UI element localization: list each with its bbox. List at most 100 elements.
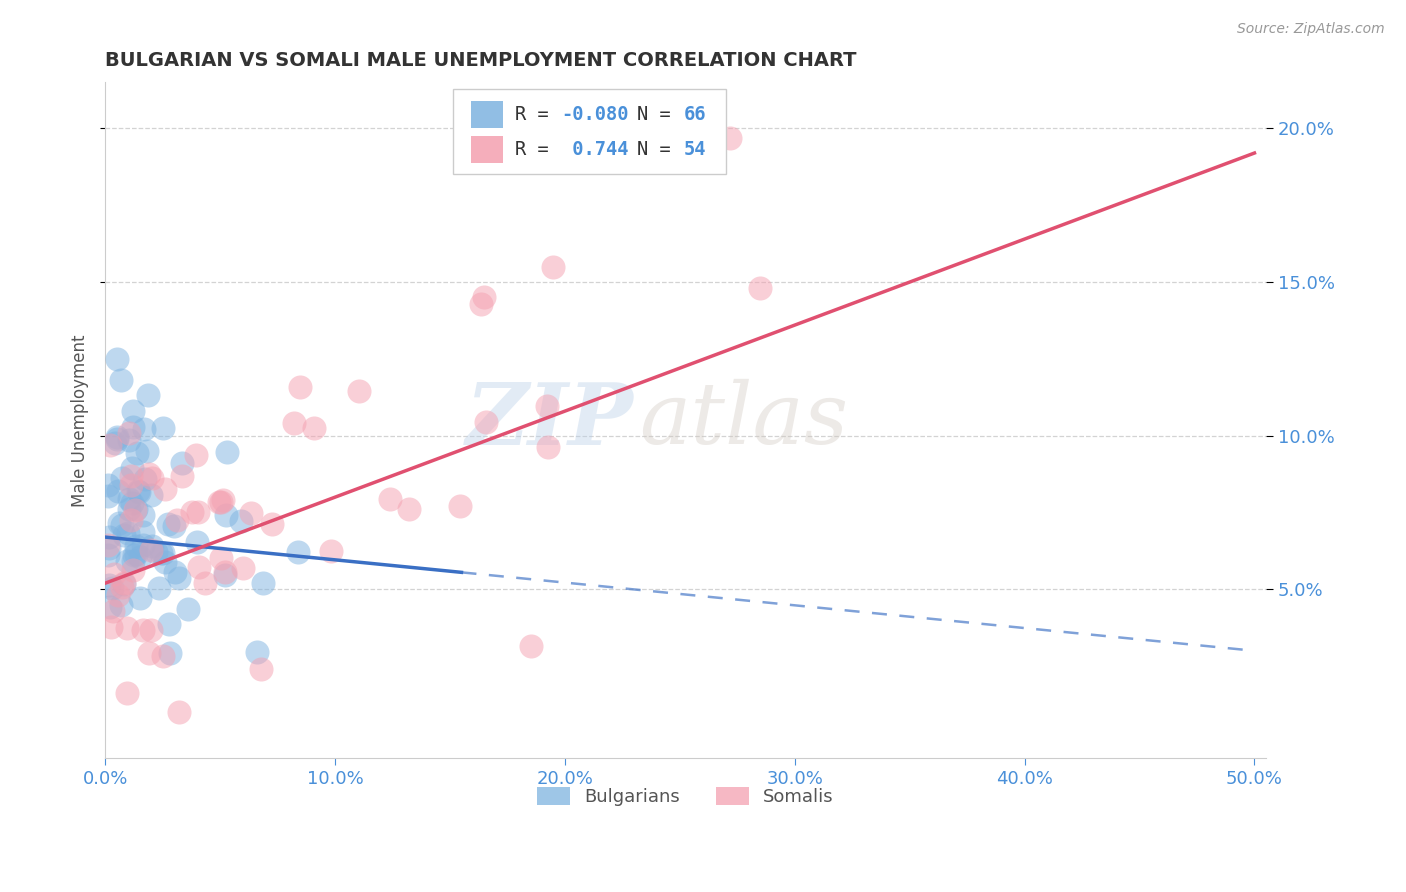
Legend: Bulgarians, Somalis: Bulgarians, Somalis (530, 780, 841, 814)
Text: ZIP: ZIP (465, 378, 633, 462)
Point (520, 639, 543, 653)
Point (162, 519, 184, 533)
Point (186, 448, 208, 462)
Point (112, 577, 135, 591)
Point (115, 621, 138, 635)
Point (156, 517, 179, 532)
Point (124, 503, 146, 517)
Point (127, 484, 149, 499)
Point (474, 415, 496, 429)
Point (186, 535, 208, 549)
Point (132, 524, 155, 539)
Point (103, 566, 125, 581)
Point (134, 472, 156, 486)
Point (209, 551, 232, 566)
Point (111, 518, 134, 533)
Point (105, 351, 128, 366)
Point (167, 705, 190, 719)
Text: R =: R = (515, 105, 560, 124)
Point (152, 649, 174, 664)
Point (105, 430, 128, 444)
Point (749, 281, 772, 295)
Point (231, 560, 253, 574)
Point (718, 130, 741, 145)
Point (98, 599, 121, 614)
Point (215, 444, 238, 458)
Point (134, 422, 156, 436)
Point (112, 576, 135, 591)
Point (215, 508, 238, 522)
Text: N =: N = (637, 105, 682, 124)
Point (98, 529, 121, 543)
Point (98, 438, 121, 452)
Point (155, 555, 177, 569)
Point (110, 598, 132, 612)
Point (302, 421, 325, 435)
Point (111, 580, 134, 594)
Point (139, 542, 162, 557)
Point (209, 495, 232, 509)
Point (188, 559, 211, 574)
Point (180, 505, 202, 519)
Y-axis label: Male Unemployment: Male Unemployment (72, 334, 89, 507)
Point (148, 581, 170, 595)
Point (139, 488, 162, 502)
Point (115, 686, 138, 700)
Point (131, 538, 153, 552)
Point (141, 471, 163, 485)
Point (287, 545, 309, 559)
Text: 54: 54 (683, 140, 706, 160)
Point (127, 446, 149, 460)
Point (104, 436, 127, 450)
Point (124, 539, 146, 553)
Point (97, 538, 120, 552)
Point (378, 492, 401, 507)
Point (110, 471, 132, 485)
Point (110, 373, 132, 387)
Point (150, 546, 173, 560)
Point (398, 502, 420, 516)
Point (107, 516, 129, 531)
Point (121, 460, 143, 475)
Point (250, 663, 273, 677)
Point (101, 581, 124, 595)
Point (138, 647, 160, 661)
Point (319, 543, 342, 558)
Point (474, 290, 496, 304)
Point (117, 525, 139, 540)
Point (129, 591, 152, 605)
Point (194, 576, 217, 591)
Point (214, 568, 236, 582)
Point (136, 388, 159, 402)
Point (139, 623, 162, 637)
Text: 0.744: 0.744 (561, 140, 628, 160)
Text: R =: R = (515, 140, 560, 160)
Point (246, 645, 269, 659)
Point (208, 495, 231, 509)
Point (537, 440, 560, 454)
Point (120, 469, 142, 483)
Point (165, 566, 187, 580)
Point (170, 456, 193, 470)
Point (152, 546, 174, 560)
Point (115, 554, 138, 568)
Point (118, 426, 141, 441)
Point (101, 604, 124, 618)
Point (252, 575, 274, 590)
Point (212, 493, 235, 508)
Point (121, 404, 143, 418)
FancyBboxPatch shape (471, 102, 503, 128)
Point (105, 432, 128, 446)
Point (283, 416, 305, 430)
Point (239, 507, 262, 521)
Point (229, 514, 252, 528)
Text: Source: ZipAtlas.com: Source: ZipAtlas.com (1237, 22, 1385, 37)
Point (187, 505, 209, 519)
Point (159, 646, 181, 660)
Point (112, 528, 135, 542)
Point (131, 508, 153, 522)
Point (152, 420, 174, 434)
Point (118, 434, 141, 448)
Point (166, 513, 188, 527)
Point (97, 541, 120, 555)
